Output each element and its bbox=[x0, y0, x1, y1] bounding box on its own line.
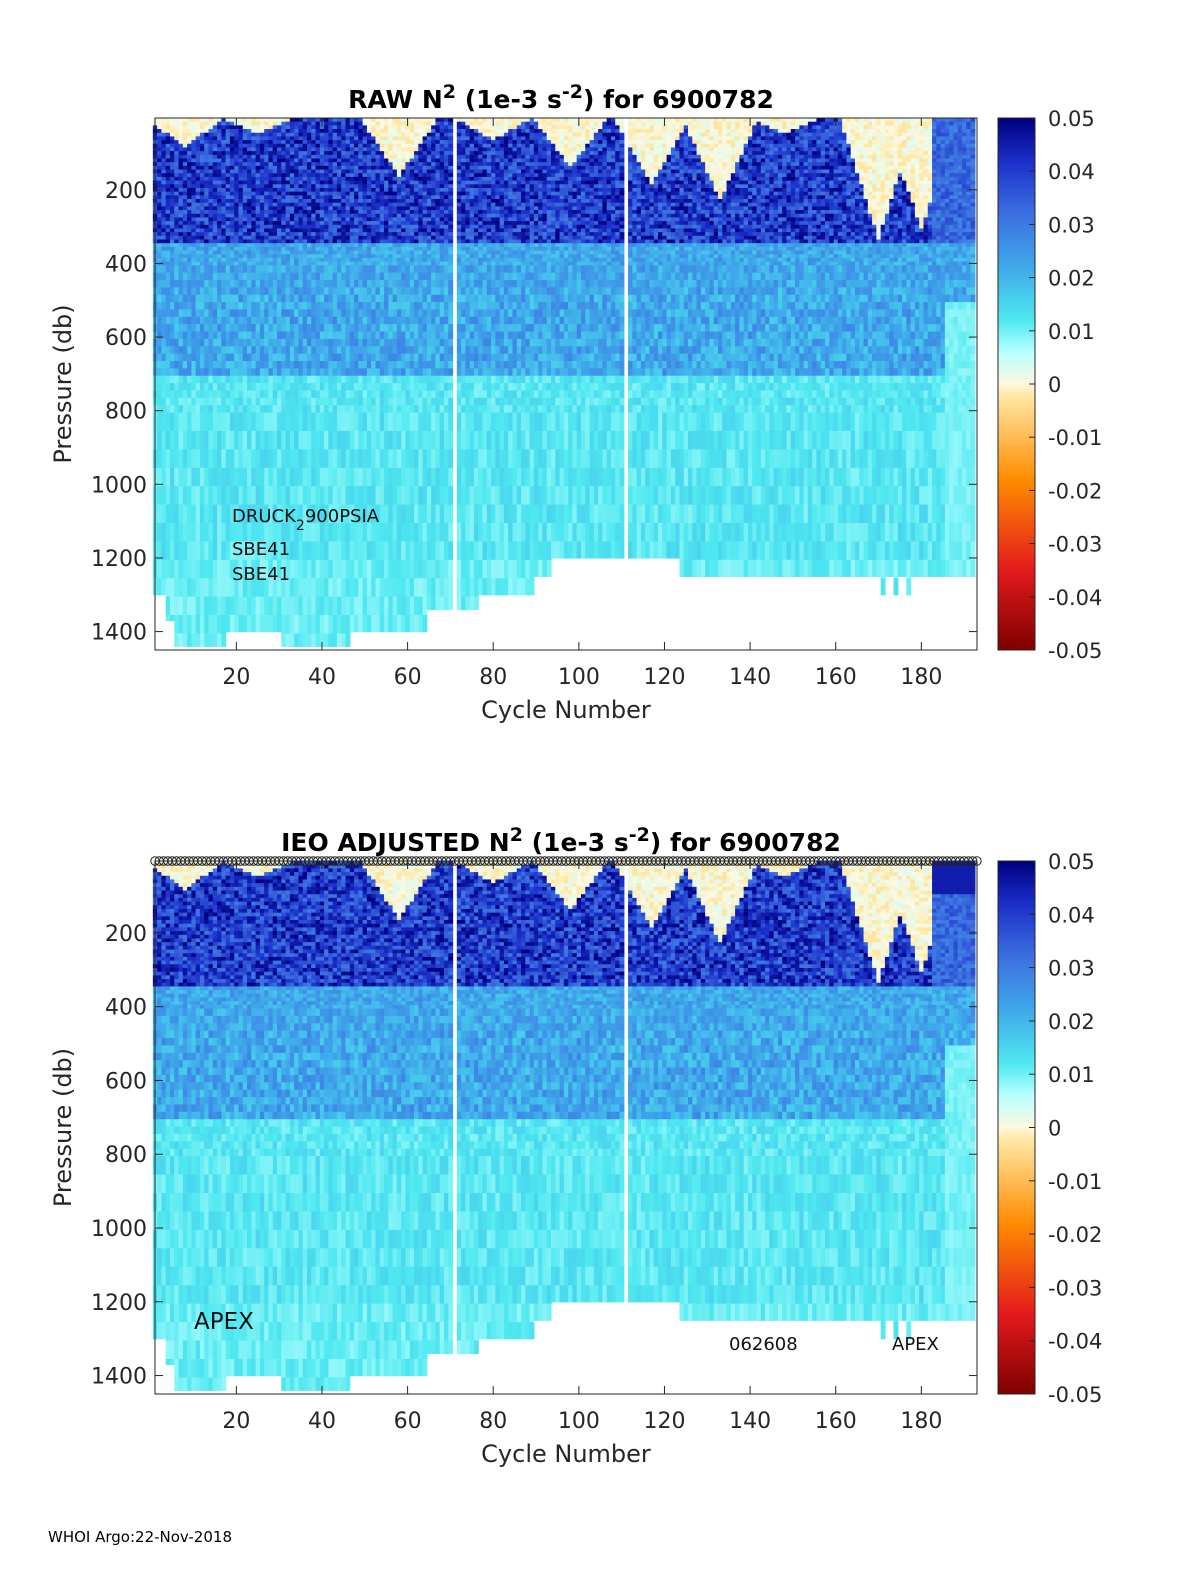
x-tick-label: 160 bbox=[815, 665, 857, 690]
chart-panel-2: 20 40 60 80 100 120 140 160 18020040060080010001… bbox=[49, 824, 1102, 1468]
colorbar-tick-label: 0.04 bbox=[1048, 160, 1095, 184]
y-tick-label: 1200 bbox=[91, 1291, 147, 1316]
title-part: ) for 6900782 bbox=[583, 85, 774, 114]
x-tick-label: 120 bbox=[643, 1409, 685, 1434]
y-axis-label: Pressure (db) bbox=[49, 1048, 77, 1207]
x-tick-label: 160 bbox=[815, 1409, 857, 1434]
colorbar-tick-label: -0.04 bbox=[1048, 586, 1102, 610]
y-tick-label: 600 bbox=[105, 1069, 147, 1094]
x-tick-label: 100 bbox=[558, 1409, 600, 1434]
x-tick-label: 80 bbox=[479, 665, 507, 690]
y-axis-label: Pressure (db) bbox=[49, 304, 77, 463]
title-superscript: -2 bbox=[629, 824, 650, 846]
colorbar-tick-label: -0.03 bbox=[1048, 1276, 1102, 1300]
x-tick-label: 60 bbox=[394, 665, 422, 690]
x-tick-label: 140 bbox=[729, 1409, 771, 1434]
x-tick-label: 20 bbox=[222, 665, 250, 690]
annotation-part: DRUCK bbox=[232, 506, 297, 527]
colorbar-tick-label: -0.04 bbox=[1048, 1330, 1102, 1354]
annotation-firmware: 062608 bbox=[729, 1334, 798, 1355]
x-tick-label: 120 bbox=[643, 665, 685, 690]
colorbar-tick-label: 0.03 bbox=[1048, 213, 1095, 237]
x-tick-label: 20 bbox=[222, 1409, 250, 1434]
x-tick-label: 40 bbox=[308, 665, 336, 690]
colorbar-tick-label: -0.02 bbox=[1048, 1223, 1102, 1247]
y-tick-label: 1400 bbox=[91, 1365, 147, 1390]
footer-credit: WHOI Argo:22-Nov-2018 bbox=[48, 1528, 232, 1546]
y-tick-label: 400 bbox=[105, 996, 147, 1021]
colorbar-tick-label: 0.02 bbox=[1048, 267, 1095, 291]
x-tick-label: 60 bbox=[394, 1409, 422, 1434]
annotation-platform: APEX bbox=[194, 1309, 254, 1335]
title-part: IEO ADJUSTED N bbox=[281, 828, 510, 857]
y-tick-label: 800 bbox=[105, 400, 147, 425]
colorbar-tick-label: 0.01 bbox=[1048, 320, 1095, 344]
colorbar-tick-label: -0.03 bbox=[1048, 533, 1102, 557]
colorbar-tick-label: 0.02 bbox=[1048, 1010, 1095, 1034]
x-tick-label: 140 bbox=[729, 665, 771, 690]
annotation-subscript: 2 bbox=[296, 518, 305, 534]
x-tick-label: 80 bbox=[479, 1409, 507, 1434]
chart-panel-1: 20 40 60 80 100 120 140 160 18020040060080010001… bbox=[49, 81, 1102, 724]
x-axis-label: Cycle Number bbox=[481, 1440, 651, 1468]
colorbar-tick-label: 0.01 bbox=[1048, 1063, 1095, 1087]
colorbar-tick-label: 0 bbox=[1048, 373, 1061, 397]
heatmap bbox=[153, 861, 976, 1391]
annotation-part: 900PSIA bbox=[305, 506, 380, 527]
y-tick-label: 600 bbox=[105, 326, 147, 351]
x-tick-label: 100 bbox=[558, 665, 600, 690]
title-superscript: -2 bbox=[562, 81, 583, 103]
colorbar-tick-label: 0.05 bbox=[1048, 850, 1095, 874]
y-tick-label: 200 bbox=[105, 179, 147, 204]
y-tick-label: 400 bbox=[105, 252, 147, 277]
title-part: RAW N bbox=[348, 85, 443, 114]
colorbar-tick-label: -0.01 bbox=[1048, 426, 1102, 450]
y-tick-label: 1000 bbox=[91, 1217, 147, 1242]
y-tick-label: 200 bbox=[105, 922, 147, 947]
x-tick-label: 40 bbox=[308, 1409, 336, 1434]
annotation-platform-type: APEX bbox=[892, 1334, 939, 1355]
colorbar-tick-label: 0.05 bbox=[1048, 107, 1095, 131]
annotation-ctd-sensor: SBE41 bbox=[232, 564, 290, 585]
colorbar-tick-label: -0.05 bbox=[1048, 1383, 1102, 1407]
colorbar-tick-label: -0.01 bbox=[1048, 1170, 1102, 1194]
annotation-ctd-sensor: SBE41 bbox=[232, 539, 290, 560]
y-tick-label: 800 bbox=[105, 1143, 147, 1168]
title-part: (1e-3 s bbox=[523, 828, 629, 857]
chart-title: IEO ADJUSTED N2 (1e-3 s-2) for 6900782 bbox=[281, 824, 841, 857]
x-tick-label: 180 bbox=[900, 665, 942, 690]
colorbar-tick-label: 0.04 bbox=[1048, 903, 1095, 927]
y-tick-label: 1200 bbox=[91, 547, 147, 572]
title-superscript: 2 bbox=[510, 824, 523, 846]
y-tick-label: 1400 bbox=[91, 621, 147, 646]
x-tick-label: 180 bbox=[900, 1409, 942, 1434]
title-part: (1e-3 s bbox=[456, 85, 562, 114]
title-part: ) for 6900782 bbox=[650, 828, 841, 857]
x-axis-label: Cycle Number bbox=[481, 696, 651, 724]
title-superscript: 2 bbox=[443, 81, 456, 103]
y-tick-label: 1000 bbox=[91, 473, 147, 498]
chart-title: RAW N2 (1e-3 s-2) for 6900782 bbox=[348, 81, 774, 114]
colorbar-tick-label: -0.02 bbox=[1048, 479, 1102, 503]
colorbar-tick-label: 0 bbox=[1048, 1117, 1061, 1141]
colorbar-tick-label: 0.03 bbox=[1048, 957, 1095, 981]
colorbar-tick-label: -0.05 bbox=[1048, 639, 1102, 663]
